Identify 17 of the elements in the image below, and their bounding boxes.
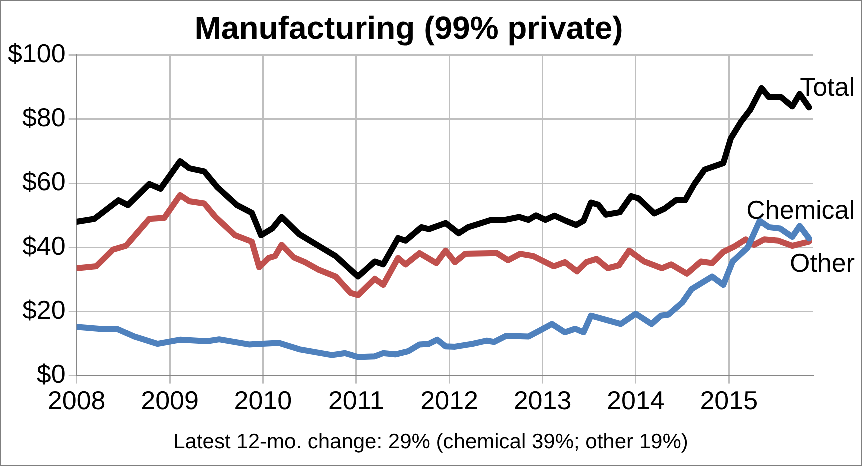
y-tick-label: $60	[22, 166, 66, 197]
x-tick-label: 2011	[328, 386, 384, 416]
x-tick-label: 2009	[141, 386, 199, 416]
y-tick-label: $40	[22, 230, 66, 261]
series-label: Chemical	[746, 194, 855, 225]
x-tick-label: 2014	[607, 386, 665, 416]
y-tick-label: $20	[22, 294, 66, 325]
x-tick-label: 2013	[514, 386, 572, 416]
y-tick-label: $80	[22, 102, 66, 133]
series-label: Total	[800, 72, 855, 102]
y-tick-label: $100	[8, 38, 66, 69]
text: Latest 12-mo. change: 29% (chemical 39%; other 19%)	[174, 430, 688, 454]
x-tick-label: 2010	[234, 386, 292, 416]
chart-title: Manufacturing (99% private)	[194, 10, 624, 46]
x-tick-label: 2015	[700, 386, 758, 416]
x-tick-label: 2012	[420, 386, 478, 416]
series-label: Other	[790, 248, 856, 278]
